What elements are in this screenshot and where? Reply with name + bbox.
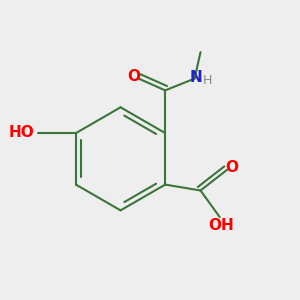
Text: O: O <box>127 69 140 84</box>
Text: OH: OH <box>208 218 234 233</box>
Text: N: N <box>190 70 202 85</box>
Text: H: H <box>202 74 212 88</box>
Text: O: O <box>225 160 238 175</box>
Text: HO: HO <box>9 125 35 140</box>
